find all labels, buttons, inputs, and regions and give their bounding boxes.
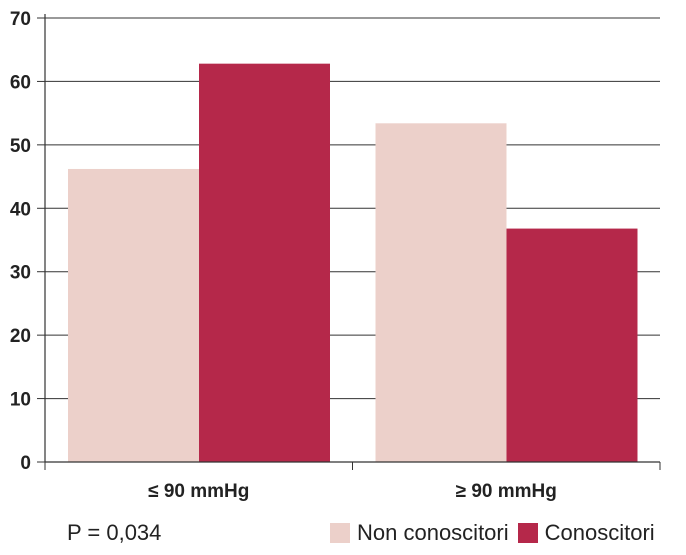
bar-non-conoscitori-1 [375,123,507,462]
x-tick-labels: ≤ 90 mmHg ≥ 90 mmHg [148,481,557,502]
x-tick-label-0: ≤ 90 mmHg [148,481,249,502]
y-tick-label-20: 20 [10,326,31,347]
y-tick-label-50: 50 [10,136,31,157]
bar-conoscitori-1 [506,228,638,462]
y-tick-label-70: 70 [10,9,31,30]
y-tick-label-60: 60 [10,72,31,93]
bars [68,63,638,462]
bar-non-conoscitori-0 [68,168,199,462]
p-value-annotation: P = 0,034 [67,520,162,545]
legend-swatch-non-conoscitori [330,523,350,543]
legend: Non conoscitori Conoscitori [330,520,664,546]
axes [44,14,661,470]
y-tick-label-0: 0 [20,453,31,474]
y-tick-label-30: 30 [10,263,31,284]
legend-swatch-conoscitori [517,523,538,543]
y-tick-labels: 0 10 20 30 40 50 60 70 [10,9,31,474]
bar-chart: 0 10 20 30 40 50 60 70 ≤ 90 mmHg ≥ 90 mmHg [10,9,661,502]
legend-item-conoscitori: Conoscitori [517,520,655,546]
legend-item-non-conoscitori: Non conoscitori [330,520,509,546]
y-tick-label-40: 40 [10,199,31,220]
legend-label-non-conoscitori: Non conoscitori [357,520,509,545]
y-tick-label-10: 10 [10,390,31,411]
legend-label-conoscitori: Conoscitori [544,520,655,545]
bar-conoscitori-0 [199,63,330,462]
x-tick-label-1: ≥ 90 mmHg [456,481,557,502]
